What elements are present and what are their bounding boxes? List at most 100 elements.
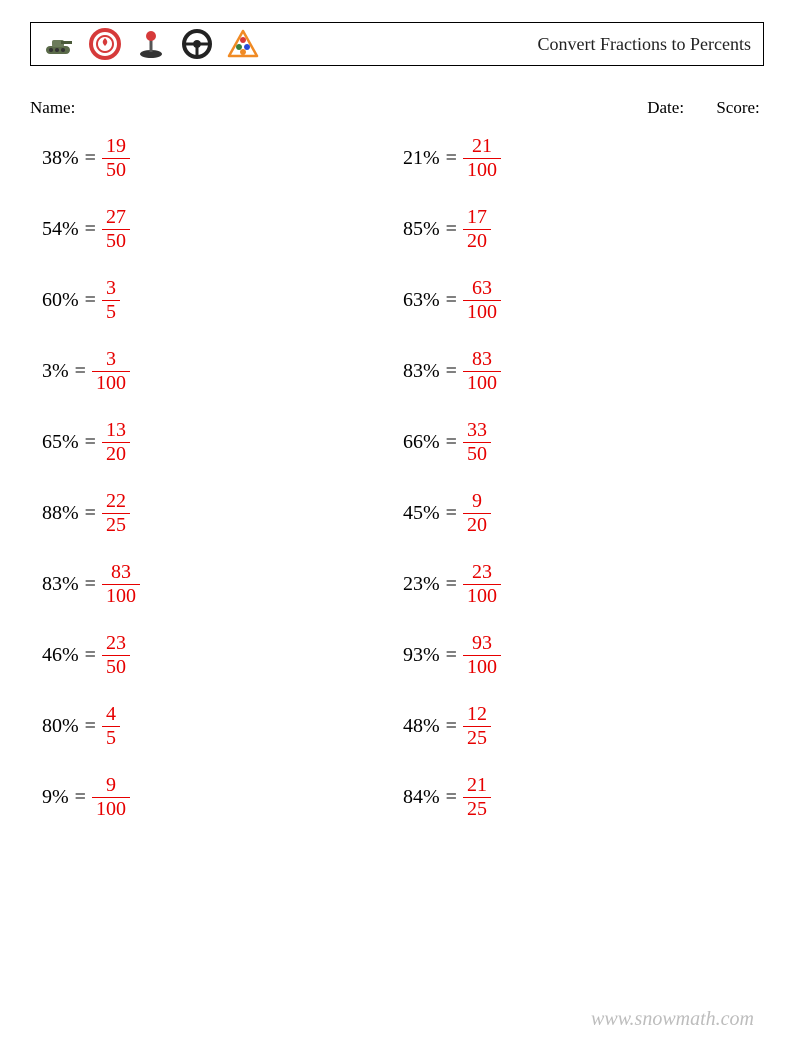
fraction-numerator: 9 <box>468 491 486 512</box>
fraction-answer: 45 <box>102 704 120 749</box>
fraction-numerator: 93 <box>468 633 496 654</box>
fraction-answer: 83100 <box>463 349 501 394</box>
joystick-icon <box>135 28 167 60</box>
fraction-denominator: 100 <box>92 373 130 394</box>
fraction-answer: 21100 <box>463 136 501 181</box>
fraction-numerator: 83 <box>468 349 496 370</box>
fraction-denominator: 100 <box>463 373 501 394</box>
fraction-numerator: 23 <box>468 562 496 583</box>
fraction-denominator: 50 <box>102 657 130 678</box>
problem: 21% = 21100 <box>403 136 764 181</box>
fraction-answer: 1720 <box>463 207 491 252</box>
fraction-answer: 1225 <box>463 704 491 749</box>
equals-sign: = <box>85 644 96 667</box>
percent-value: 65% <box>42 431 79 454</box>
worksheet-title: Convert Fractions to Percents <box>538 34 751 55</box>
date-label: Date: <box>647 98 684 117</box>
header-icons <box>43 28 259 60</box>
problem: 93%=93100 <box>403 633 764 678</box>
percent-value: 21% <box>403 147 440 170</box>
percent-value: 80% <box>42 715 79 738</box>
percent-value: 83% <box>42 573 79 596</box>
fraction-denominator: 100 <box>463 657 501 678</box>
fraction-answer: 83100 <box>102 562 140 607</box>
equals-sign: = <box>85 147 96 170</box>
fraction-numerator: 21 <box>463 775 491 796</box>
problem: 46% = 2350 <box>42 633 403 678</box>
equals-sign: = <box>446 715 457 738</box>
fraction-numerator: 3 <box>102 349 120 370</box>
fraction-denominator: 50 <box>463 444 491 465</box>
problem: 54%=2750 <box>42 207 403 252</box>
percent-value: 45% <box>403 502 440 525</box>
equals-sign: = <box>85 573 96 596</box>
fraction-denominator: 100 <box>463 302 501 323</box>
fraction-denominator: 20 <box>102 444 130 465</box>
problem: 65% = 13 20 <box>42 420 403 465</box>
meta-row: Name: Date: Score: <box>30 94 764 118</box>
fraction-answer: 35 <box>102 278 120 323</box>
fraction-numerator: 63 <box>468 278 496 299</box>
date-field: Date: <box>647 94 688 118</box>
name-label: Name: <box>30 98 75 117</box>
equals-sign: = <box>446 218 457 241</box>
fraction-denominator: 100 <box>92 799 130 820</box>
equals-sign: = <box>446 644 457 667</box>
problem: 66% = 3350 <box>403 420 764 465</box>
percent-value: 23% <box>403 573 440 596</box>
percent-value: 46% <box>42 644 79 667</box>
fraction-denominator: 100 <box>102 586 140 607</box>
footer-url: www.snowmath.com <box>591 1008 754 1031</box>
fraction-answer: 9100 <box>92 775 130 820</box>
fraction-denominator: 25 <box>463 728 491 749</box>
percent-value: 9% <box>42 786 69 809</box>
fraction-answer: 23100 <box>463 562 501 607</box>
fraction-answer: 3350 <box>463 420 491 465</box>
fraction-answer: 1950 <box>102 136 130 181</box>
problem: 38%=1950 <box>42 136 403 181</box>
fraction-numerator: 3 <box>102 278 120 299</box>
percent-value: 54% <box>42 218 79 241</box>
fraction-answer: 63100 <box>463 278 501 323</box>
header-bar: Convert Fractions to Percents <box>30 22 764 66</box>
fraction-denominator: 25 <box>102 515 130 536</box>
equals-sign: = <box>446 147 457 170</box>
fraction-denominator: 100 <box>463 586 501 607</box>
percent-value: 3% <box>42 360 69 383</box>
equals-sign: = <box>85 218 96 241</box>
fraction-answer: 920 <box>463 491 491 536</box>
fraction-numerator: 4 <box>102 704 120 725</box>
problem: 85% = 1720 <box>403 207 764 252</box>
tank-icon <box>43 28 75 60</box>
fraction-denominator: 5 <box>102 728 120 749</box>
problem: 84%=2125 <box>403 775 764 820</box>
problem: 60%=35 <box>42 278 403 323</box>
fraction-answer: 2225 <box>102 491 130 536</box>
fraction-numerator: 27 <box>102 207 130 228</box>
fraction-answer: 2350 <box>102 633 130 678</box>
billiards-icon <box>227 28 259 60</box>
percent-value: 48% <box>403 715 440 738</box>
fraction-numerator: 9 <box>102 775 120 796</box>
score-field: Score: <box>716 94 764 118</box>
fraction-answer: 93100 <box>463 633 501 678</box>
problem: 48% = 1225 <box>403 704 764 749</box>
fraction-numerator: 22 <box>102 491 130 512</box>
percent-value: 63% <box>403 289 440 312</box>
equals-sign: = <box>446 289 457 312</box>
equals-sign: = <box>446 573 457 596</box>
equals-sign: = <box>446 360 457 383</box>
equals-sign: = <box>446 431 457 454</box>
percent-value: 85% <box>403 218 440 241</box>
equals-sign: = <box>85 431 96 454</box>
problem: 83%=83100 <box>403 349 764 394</box>
percent-value: 66% <box>403 431 440 454</box>
fraction-numerator: 13 <box>102 420 130 441</box>
problem: 23%=23100 <box>403 562 764 607</box>
fraction-denominator: 50 <box>102 160 130 181</box>
equals-sign: = <box>75 786 86 809</box>
score-label: Score: <box>716 98 759 117</box>
equals-sign: = <box>85 289 96 312</box>
percent-value: 88% <box>42 502 79 525</box>
equals-sign: = <box>75 360 86 383</box>
